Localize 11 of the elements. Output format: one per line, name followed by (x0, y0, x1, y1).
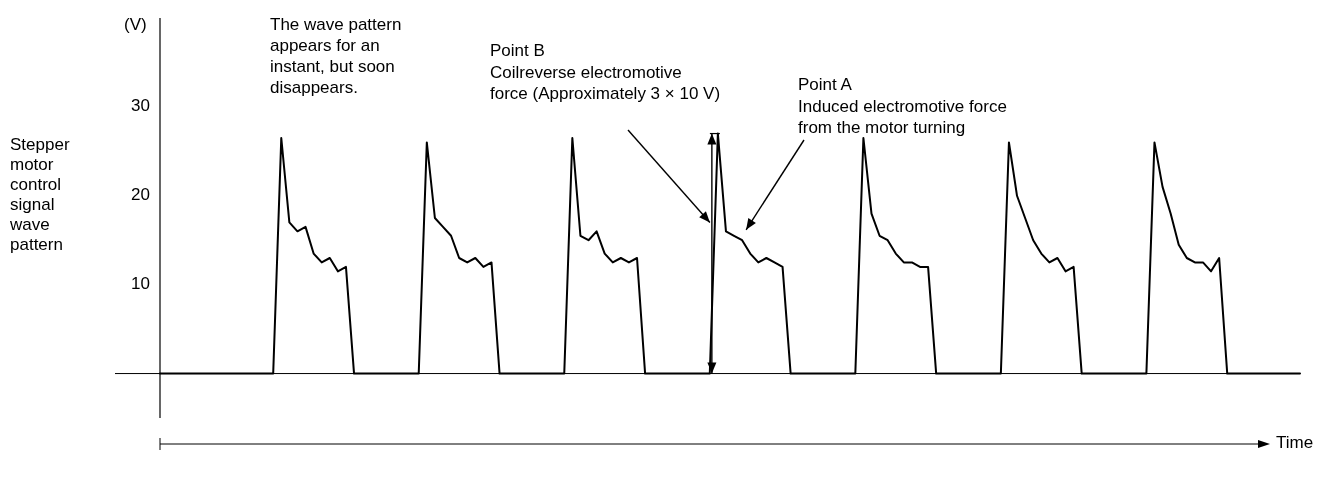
y-axis-title: Stepper motor control signal wave pattern (9, 134, 70, 254)
y-tick-label: 30 (131, 96, 150, 116)
annotation: Point A (798, 75, 853, 94)
text: (V) (124, 15, 147, 34)
y-tick-label: 20 (131, 185, 150, 205)
annotation: Point B (490, 41, 545, 60)
annotation: Induced electromotive force from the motor turning (798, 97, 1007, 137)
y-tick-label: 10 (131, 274, 150, 294)
annotation: The wave pattern appears for an instant, but soon disappears. (270, 15, 402, 97)
annotation: Coilreverse electromotive force (Approximately 3 × 10 V) (490, 63, 721, 103)
x-axis-title: Time (1276, 433, 1314, 453)
